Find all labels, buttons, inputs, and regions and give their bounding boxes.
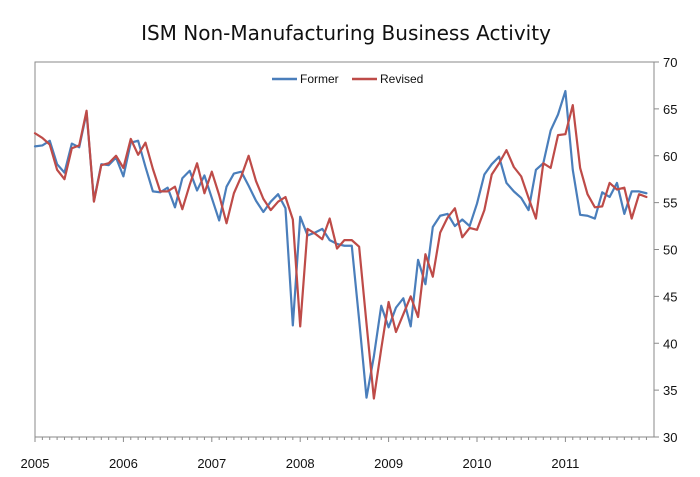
- y-tick-label: 40: [663, 336, 677, 351]
- series-lines: [33, 89, 648, 400]
- x-tick-label: 2007: [197, 456, 226, 471]
- x-tick-label: 2006: [109, 456, 138, 471]
- legend: Former Revised: [272, 72, 423, 86]
- y-tick-label: 65: [663, 102, 677, 117]
- y-tick-label: 35: [663, 383, 677, 398]
- y-tick-label: 60: [663, 149, 677, 164]
- y-tick-label: 45: [663, 289, 677, 304]
- y-tick-label: 55: [663, 196, 677, 211]
- legend-label-former: Former: [300, 72, 339, 86]
- legend-label-revised: Revised: [380, 72, 423, 86]
- plot-area-frame: [34, 61, 655, 438]
- y-tick-label: 70: [663, 55, 677, 70]
- x-axis: 2005 2006 2007 2008 2009 2010 2011: [21, 437, 647, 471]
- chart-title: ISM Non-Manufacturing Business Activity: [141, 21, 551, 45]
- x-tick-label: 2011: [551, 456, 579, 471]
- x-tick-label: 2008: [286, 456, 315, 471]
- y-tick-label: 50: [663, 243, 677, 258]
- y-axis: 30 35 40 45 50 55 60 65 70: [654, 55, 677, 445]
- x-tick-label: 2009: [374, 456, 403, 471]
- x-tick-label: 2010: [463, 456, 492, 471]
- y-tick-label: 30: [663, 430, 677, 445]
- series-line-revised: [33, 104, 648, 400]
- x-tick-label: 2005: [21, 456, 50, 471]
